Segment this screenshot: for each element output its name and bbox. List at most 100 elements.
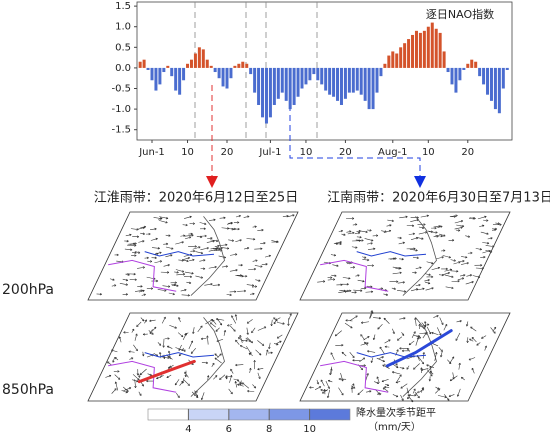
bar: [162, 67, 166, 73]
wind-vector: [257, 326, 267, 331]
wind-head: [420, 367, 423, 370]
wind-head: [173, 283, 176, 286]
wind-head: [414, 394, 417, 397]
wind-head: [184, 333, 187, 336]
wind-vector: [397, 336, 403, 341]
bar: [367, 67, 371, 110]
bar: [174, 67, 178, 91]
colorbar-label: 降水量次季节距平: [356, 406, 436, 419]
wind-vector: [137, 266, 145, 269]
wind-head: [320, 379, 323, 382]
wind-head: [166, 216, 169, 220]
wind-head: [219, 377, 222, 380]
wind-vector: [328, 380, 333, 383]
wind-head: [136, 235, 140, 238]
wind-head: [399, 374, 402, 377]
wind-vector: [399, 216, 408, 219]
wind-head: [154, 256, 157, 260]
wind-head: [215, 375, 218, 378]
wind-vector: [314, 386, 322, 390]
wind-vector: [352, 223, 358, 226]
wind-vector: [288, 313, 292, 320]
wind-head: [452, 239, 455, 242]
wind-vector: [410, 237, 419, 240]
wind-vector: [184, 271, 194, 274]
wind-vector: [276, 322, 285, 325]
wind-vector: [230, 368, 234, 374]
wind-vector: [450, 259, 456, 262]
wind-vector: [150, 228, 157, 230]
wind-vector: [189, 259, 195, 262]
bar: [284, 67, 288, 101]
wind-vector: [408, 396, 414, 403]
wind-vector: [244, 247, 250, 250]
bar: [462, 67, 466, 70]
wind-head: [137, 378, 140, 381]
wind-head: [361, 239, 364, 242]
wind-vector: [134, 379, 136, 388]
wind-vector: [424, 273, 431, 276]
wind-vector: [158, 220, 168, 223]
wind-vector: [414, 390, 419, 397]
wind-head: [327, 379, 331, 383]
wind-head: [226, 247, 230, 250]
wind-vector: [212, 284, 220, 286]
wind-head: [417, 395, 420, 399]
wind-head: [389, 224, 392, 227]
wind-head: [185, 223, 188, 227]
wind-vector: [175, 269, 185, 273]
wind-vector: [184, 216, 192, 219]
wind-head: [165, 221, 168, 224]
river: [144, 352, 215, 358]
wind-vector: [200, 247, 209, 251]
maps: [87, 211, 511, 403]
bar: [489, 67, 493, 101]
bar: [158, 67, 162, 85]
wind-vector: [430, 366, 432, 374]
wind-vector: [332, 264, 339, 267]
wind-head: [167, 271, 170, 274]
wind-head: [449, 268, 453, 271]
wind-head: [473, 217, 476, 220]
level-label: 850hPa: [2, 382, 54, 398]
bar: [458, 67, 462, 81]
wind-vector: [195, 275, 203, 279]
wind-vector: [221, 227, 230, 229]
map-panel: [87, 211, 299, 301]
wind-vector: [215, 327, 220, 332]
bar: [189, 59, 193, 68]
wind-head: [245, 339, 248, 342]
wind-vector: [210, 239, 219, 242]
bar: [264, 67, 268, 124]
wind-head: [493, 331, 496, 334]
wind-vector: [257, 368, 264, 370]
wind-vector: [480, 231, 489, 235]
wind-vector: [392, 371, 401, 375]
wind-vector: [124, 248, 133, 251]
colorbar-tick-label: 10: [303, 424, 316, 434]
plateau-line: [108, 360, 177, 393]
wind-head: [352, 266, 356, 269]
wind-head: [292, 214, 295, 217]
wind-head: [125, 278, 129, 282]
wind-head: [273, 321, 276, 325]
wind-head: [336, 264, 339, 267]
wind-head: [465, 324, 469, 327]
wind-head: [341, 379, 344, 382]
wind-head: [309, 386, 312, 389]
wind-vector: [327, 279, 335, 281]
wind-head: [338, 377, 341, 381]
wind-head: [261, 343, 265, 346]
bar: [186, 63, 190, 68]
wind-head: [159, 260, 163, 263]
wind-head: [114, 356, 117, 360]
bar: [324, 67, 328, 91]
wind-vector: [229, 375, 232, 383]
wind-head: [234, 227, 237, 231]
wind-vector: [334, 330, 342, 337]
wind-head: [427, 323, 430, 326]
wind-vector: [255, 279, 261, 282]
wind-head: [437, 266, 441, 270]
wind-head: [402, 281, 405, 284]
wind-head: [159, 251, 162, 254]
